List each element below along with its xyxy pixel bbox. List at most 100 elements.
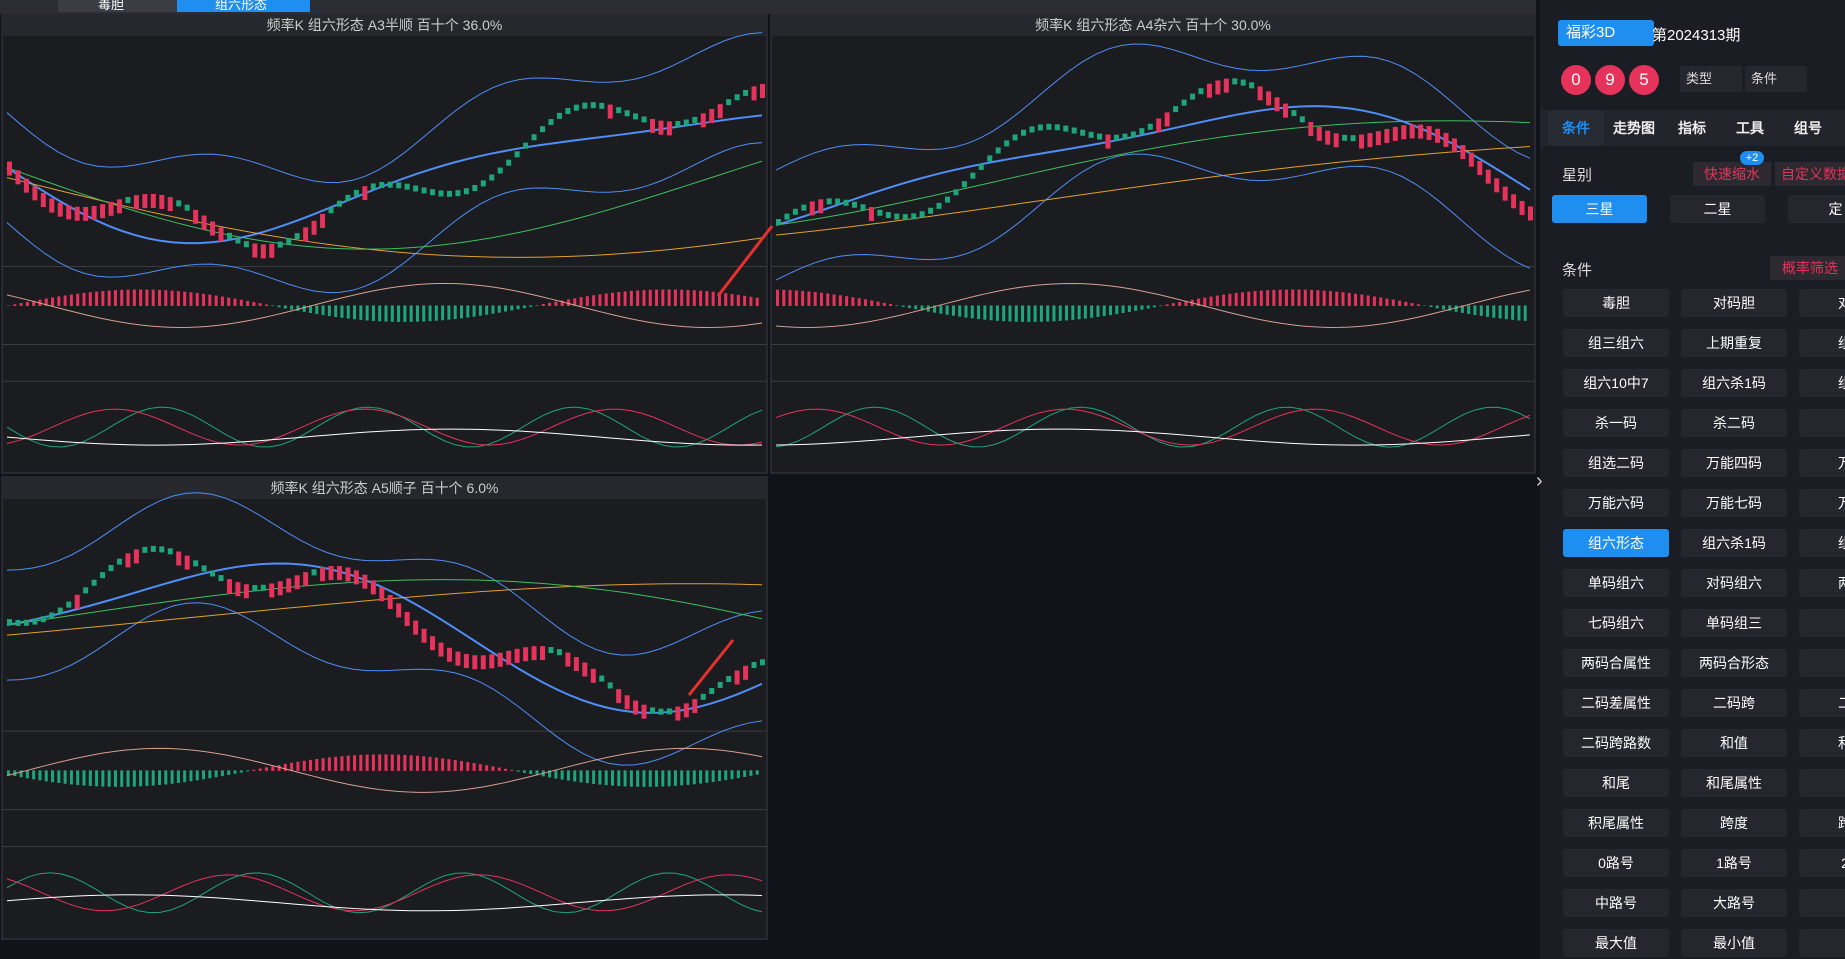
- candle: [480, 180, 486, 187]
- condition-button[interactable]: 组三: [1799, 329, 1845, 357]
- condition-button[interactable]: 和尾属性: [1681, 769, 1787, 797]
- side-tab[interactable]: 指标: [1678, 120, 1706, 136]
- condition-button[interactable]: 和值: [1799, 729, 1845, 757]
- condition-button[interactable]: 跨度: [1799, 809, 1845, 837]
- macd-bar: [560, 770, 564, 780]
- macd-bar: [132, 770, 136, 787]
- condition-button[interactable]: 和值: [1681, 729, 1787, 757]
- candle: [961, 181, 967, 188]
- condition-button[interactable]: 上期重复: [1681, 329, 1787, 357]
- condition-button[interactable]: 组六杀1码: [1681, 369, 1787, 397]
- condition-button[interactable]: 和: [1799, 769, 1845, 797]
- condition-button[interactable]: 万能: [1799, 489, 1845, 517]
- condition-button[interactable]: 小: [1799, 889, 1845, 917]
- tab[interactable]: 组六形态: [177, 0, 310, 12]
- candle: [430, 636, 436, 651]
- condition-button[interactable]: 万能七码: [1681, 489, 1787, 517]
- tab[interactable]: 毒胆: [58, 0, 203, 12]
- condition-button[interactable]: 二码跨: [1681, 689, 1787, 717]
- macd-bar: [692, 770, 696, 785]
- candle: [1071, 127, 1077, 134]
- condition-button[interactable]: 积尾属性: [1563, 809, 1669, 837]
- dropdown[interactable]: 类型: [1680, 66, 1742, 92]
- condition-button[interactable]: 对码组六: [1681, 569, 1787, 597]
- lottery-select[interactable]: 福彩3D: [1558, 20, 1654, 46]
- condition-button[interactable]: 大路号: [1681, 889, 1787, 917]
- macd-bar: [1228, 293, 1232, 306]
- candle: [455, 190, 461, 197]
- candle: [201, 215, 207, 230]
- condition-button[interactable]: 二码差属性: [1563, 689, 1669, 717]
- macd-bar: [1184, 300, 1188, 306]
- condition-button[interactable]: 组六: [1799, 529, 1845, 557]
- condition-button[interactable]: 组三组六: [1563, 329, 1669, 357]
- condition-button[interactable]: 二: [1799, 649, 1845, 677]
- condition-button[interactable]: 七码组六: [1563, 609, 1669, 637]
- condition-button[interactable]: 最小值: [1681, 929, 1787, 957]
- macd-bar: [1222, 294, 1226, 306]
- macd-bar: [409, 305, 413, 322]
- macd-bar: [346, 305, 350, 319]
- side-tab[interactable]: 组号: [1794, 120, 1822, 136]
- collapse-arrow[interactable]: ›: [1536, 470, 1543, 492]
- macd-bar: [782, 289, 786, 306]
- custom-button[interactable]: 自定义数据: [1775, 162, 1845, 186]
- condition-button[interactable]: 杀: [1799, 409, 1845, 437]
- macd-bar: [19, 303, 23, 306]
- filter-button[interactable]: 概率筛选: [1770, 256, 1845, 280]
- condition-button[interactable]: 组六: [1799, 369, 1845, 397]
- quick-button[interactable]: 快速缩水: [1693, 162, 1771, 186]
- macd-bar: [1165, 304, 1169, 306]
- side-tab[interactable]: 条件: [1548, 110, 1604, 146]
- condition-button[interactable]: 万能: [1799, 449, 1845, 477]
- candle: [709, 108, 715, 123]
- macd-bar: [390, 305, 394, 322]
- macd-bar: [1473, 305, 1477, 316]
- condition-button[interactable]: 中路号: [1563, 889, 1669, 917]
- condition-button[interactable]: 单码组六: [1563, 569, 1669, 597]
- candle: [818, 199, 824, 214]
- condition-button[interactable]: 二码跨路数: [1563, 729, 1669, 757]
- condition-button[interactable]: 最大值: [1563, 929, 1669, 957]
- condition-button[interactable]: 对码胆: [1681, 289, 1787, 317]
- candle: [953, 189, 959, 196]
- condition-button[interactable]: 两: [1799, 609, 1845, 637]
- condition-button[interactable]: 单码组三: [1681, 609, 1787, 637]
- candle: [15, 170, 21, 185]
- condition-button[interactable]: 1路号: [1681, 849, 1787, 877]
- condition-button[interactable]: 组六形态: [1563, 529, 1669, 557]
- candle: [404, 183, 410, 190]
- macd-bar: [378, 305, 382, 322]
- condition-button[interactable]: 万能四码: [1681, 449, 1787, 477]
- condition-button[interactable]: 杀一码: [1563, 409, 1669, 437]
- side-tab[interactable]: 走势图: [1613, 120, 1655, 136]
- condition-button[interactable]: 万能六码: [1563, 489, 1669, 517]
- macd-bar: [579, 297, 583, 306]
- condition-button[interactable]: 组六10中7: [1563, 369, 1669, 397]
- condition-button[interactable]: 组六杀1码: [1681, 529, 1787, 557]
- candle: [252, 243, 258, 258]
- candle: [91, 579, 97, 586]
- condition-button[interactable]: 两码合属性: [1563, 649, 1669, 677]
- dropdown[interactable]: 条件: [1745, 66, 1807, 92]
- macd-bar: [1303, 289, 1307, 306]
- condition-button[interactable]: 二码: [1799, 689, 1845, 717]
- condition-button[interactable]: 组选二码: [1563, 449, 1669, 477]
- condition-button[interactable]: 0路号: [1563, 849, 1669, 877]
- star-button[interactable]: 三星: [1552, 195, 1647, 223]
- condition-button[interactable]: 中: [1799, 929, 1845, 957]
- side-tab[interactable]: 工具: [1736, 120, 1764, 136]
- macd-bar: [673, 289, 677, 306]
- condition-button[interactable]: 和尾: [1563, 769, 1669, 797]
- star-button[interactable]: 定: [1788, 195, 1845, 223]
- condition-button[interactable]: 2路: [1799, 849, 1845, 877]
- star-button[interactable]: 二星: [1670, 195, 1765, 223]
- condition-button[interactable]: 两码合形态: [1681, 649, 1787, 677]
- condition-button[interactable]: 毒胆: [1563, 289, 1669, 317]
- macd-bar: [82, 292, 86, 306]
- macd-bar: [895, 305, 899, 306]
- condition-button[interactable]: 杀二码: [1681, 409, 1787, 437]
- condition-button[interactable]: 跨度: [1681, 809, 1787, 837]
- condition-button[interactable]: 对码: [1799, 289, 1845, 317]
- condition-button[interactable]: 两码: [1799, 569, 1845, 597]
